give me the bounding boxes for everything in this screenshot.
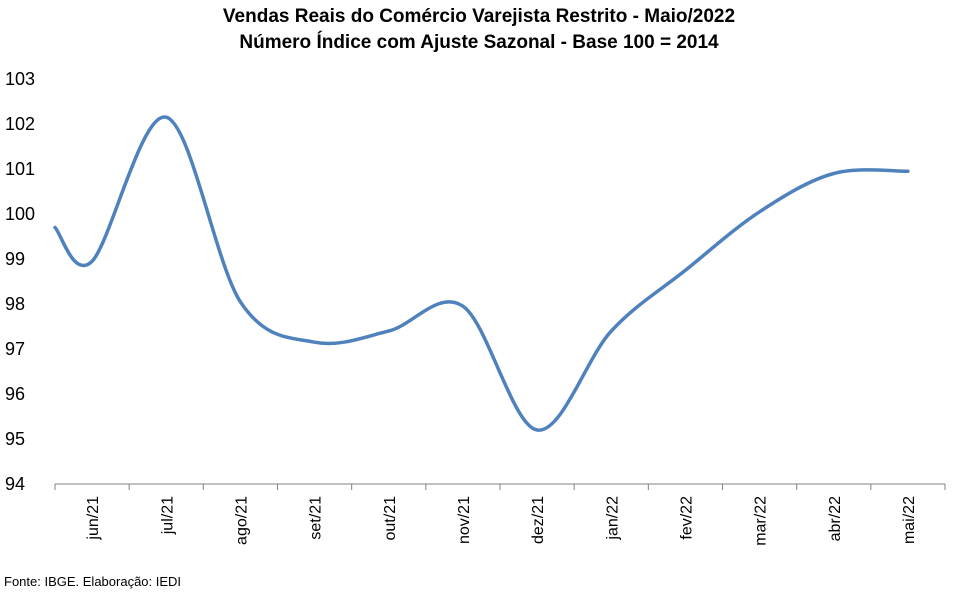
y-tick-label: 94 bbox=[5, 474, 25, 494]
x-tick-label: fev/22 bbox=[678, 496, 695, 540]
series-line bbox=[53, 115, 910, 432]
y-tick-label: 95 bbox=[5, 429, 25, 449]
x-tick-label: jul/21 bbox=[159, 496, 176, 535]
chart-title: Vendas Reais do Comércio Varejista Restr… bbox=[222, 6, 736, 27]
x-tick-label: jun/21 bbox=[85, 496, 102, 541]
y-tick-label: 99 bbox=[5, 249, 25, 269]
x-tick-label: mar/22 bbox=[753, 496, 770, 546]
y-tick-label: 102 bbox=[5, 114, 35, 134]
x-tick-label: out/21 bbox=[382, 496, 399, 541]
x-tick-label: abr/22 bbox=[827, 496, 844, 541]
chart-subtitle: Número Índice com Ajuste Sazonal - Base … bbox=[239, 32, 719, 53]
x-axis-ticks: jun/21 jul/21 ago/21 set/21 out/21 nov/21 dez/… bbox=[85, 496, 918, 546]
y-tick-label: 97 bbox=[5, 339, 25, 359]
y-axis-ticks: 94 95 96 97 98 99 100 101 102 103 bbox=[5, 69, 35, 494]
series-points bbox=[54, 117, 909, 431]
axes bbox=[54, 483, 946, 490]
x-tick-label: ago/21 bbox=[233, 496, 250, 545]
source-note: Fonte: IBGE. Elaboração: IEDI bbox=[4, 574, 182, 589]
y-tick-label: 98 bbox=[5, 294, 25, 314]
y-tick-label: 96 bbox=[5, 384, 25, 404]
y-tick-label: 101 bbox=[5, 159, 35, 179]
y-tick-label: 103 bbox=[5, 69, 35, 89]
y-tick-label: 100 bbox=[5, 204, 35, 224]
x-tick-label: nov/21 bbox=[456, 496, 473, 544]
x-tick-label: dez/21 bbox=[530, 496, 547, 544]
x-tick-label: jan/22 bbox=[604, 496, 621, 541]
x-tick-label: mai/22 bbox=[901, 496, 918, 544]
x-tick-label: set/21 bbox=[308, 496, 325, 540]
